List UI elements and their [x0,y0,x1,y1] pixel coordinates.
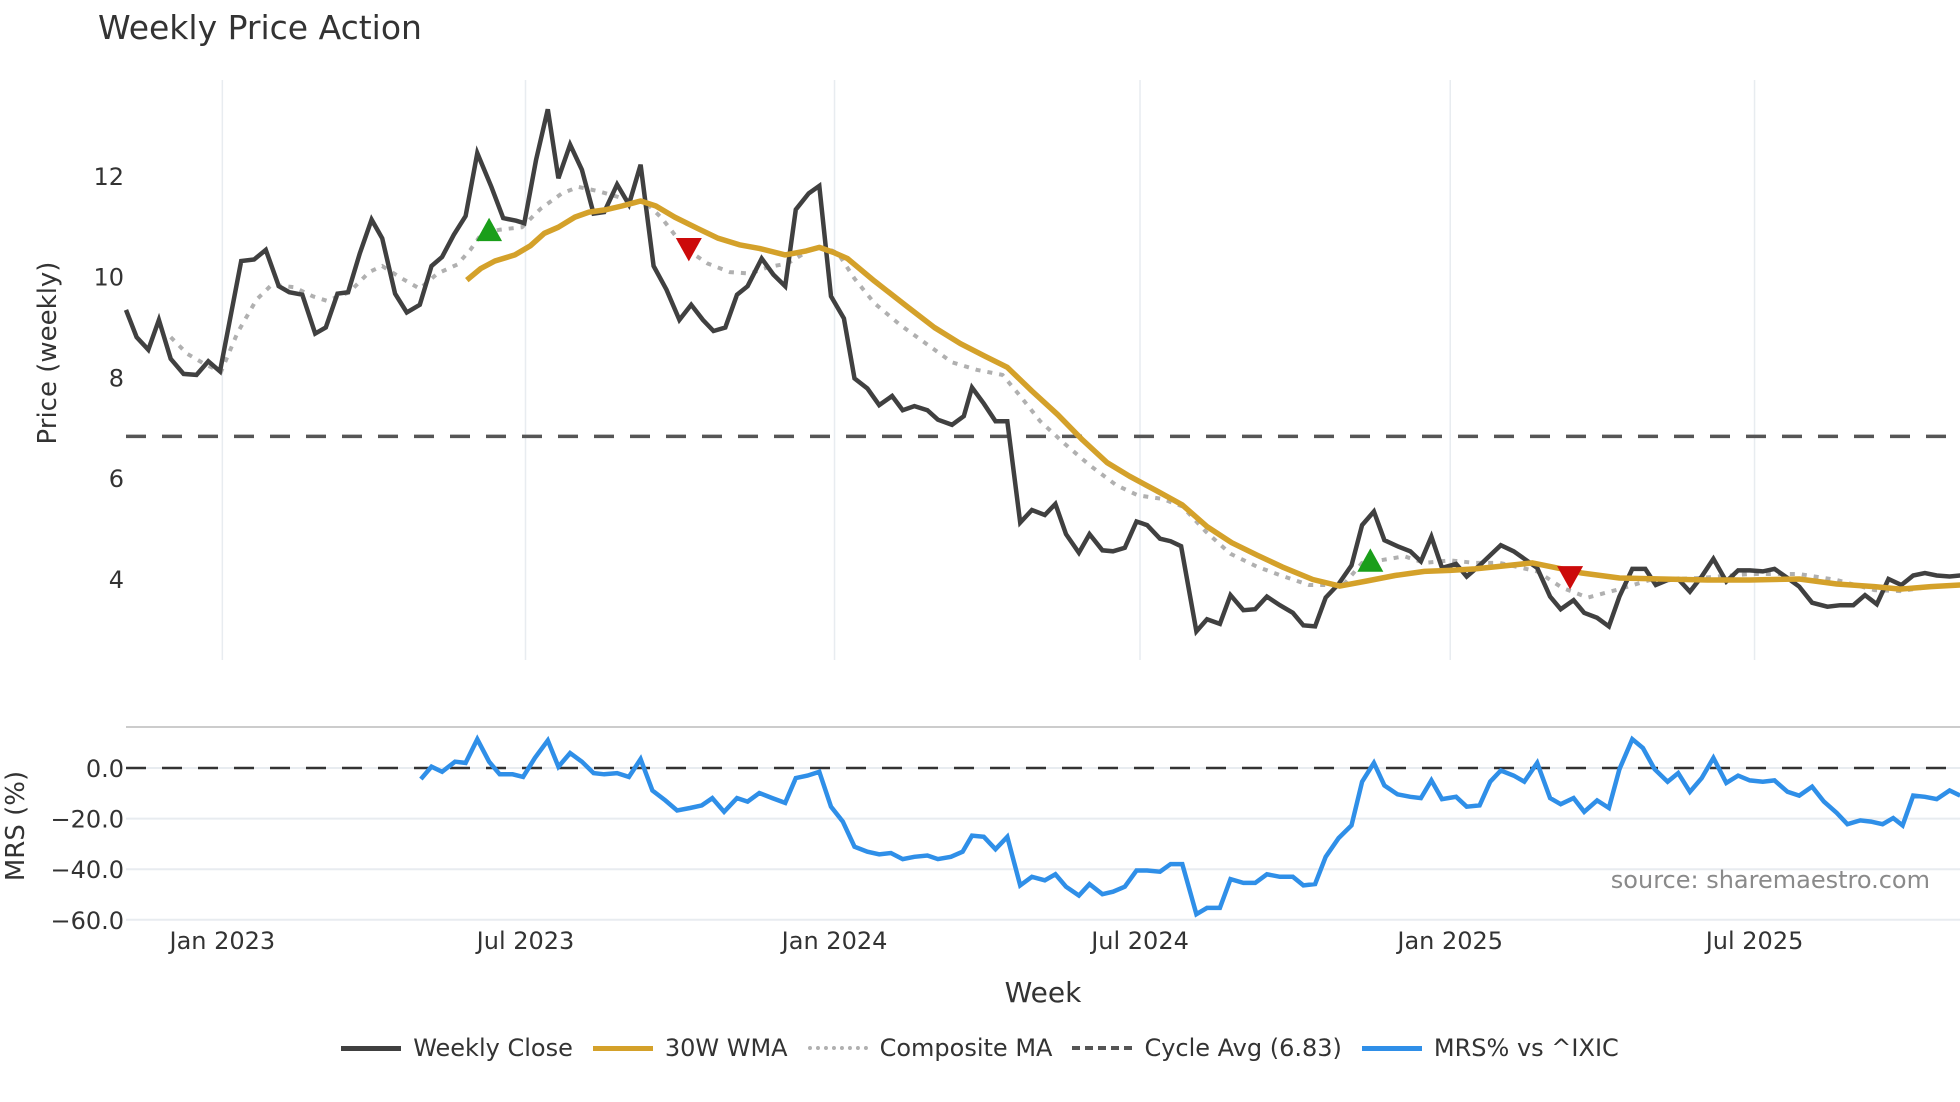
sell-signal-triangle-down-icon [675,237,702,262]
price-y-tick-label: 6 [109,465,124,493]
cycle-avg-dashed-icon [1072,1046,1133,1050]
legend-label: Cycle Avg (6.83) [1144,1034,1342,1062]
mrs-axis-label: MRS (%) [1,771,31,881]
legend-item-30w-wma[interactable]: 30W WMA [592,1034,788,1062]
price-y-tick-label: 8 [109,364,124,392]
legend-label: 30W WMA [664,1034,788,1062]
price-axis-label: Price (weekly) [33,262,63,445]
legend: Weekly Close 30W WMA Composite MA Cycle … [0,1034,1960,1062]
x-axis-label: Week [1005,976,1082,1009]
legend-item-composite-ma[interactable]: Composite MA [807,1034,1053,1062]
x-tick-label: Jul 2024 [1089,927,1189,955]
x-axis-ticks: Jan 2023 Jul 2023 Jan 2024 Jul 2024 Jan 2025… [167,927,1803,955]
weekly-close-line [123,108,1960,637]
legend-label: Weekly Close [413,1034,573,1062]
mrs-y-tick-label: −40.0 [50,856,124,884]
x-tick-label: Jul 2023 [475,927,575,955]
sell-signal-triangle-down-icon [1557,566,1584,590]
x-tick-label: Jan 2024 [780,927,888,955]
legend-label: Composite MA [879,1034,1053,1062]
price-y-tick-label: 12 [93,163,124,191]
legend-item-mrs[interactable]: MRS% vs ^IXIC [1361,1034,1619,1062]
wma-line-icon [592,1045,653,1051]
x-tick-label: Jul 2025 [1704,927,1804,955]
buy-signal-triangle-up-icon [476,217,503,242]
mrs-y-tick-label: −20.0 [50,806,124,834]
legend-item-cycle-avg[interactable]: Cycle Avg (6.83) [1072,1034,1342,1062]
legend-label: MRS% vs ^IXIC [1433,1034,1619,1062]
composite-ma-dotted-icon [807,1046,868,1050]
price-y-tick-label: 4 [109,566,124,594]
source-attribution: source: sharemaestro.com [1610,866,1930,894]
mrs-y-tick-label: −60.0 [50,907,124,935]
series-lines [123,108,1960,918]
mrs-y-tick-label: 0.0 [86,755,124,783]
mrs-line-icon [1361,1045,1422,1051]
gridlines [126,80,1960,921]
legend-item-weekly-close[interactable]: Weekly Close [341,1034,573,1062]
y-axis-ticks: 4 6 8 10 12 0.0 −20.0 −40.0 −60.0 [50,163,124,935]
price-y-tick-label: 10 [93,264,124,292]
signal-markers [476,217,1584,590]
weekly-close-line-icon [341,1045,402,1051]
wma-line [465,198,1960,592]
mrs-line [419,734,1960,918]
chart-title: Weekly Price Action [98,8,422,47]
x-tick-label: Jan 2023 [167,927,275,955]
buy-signal-triangle-up-icon [1357,548,1384,572]
reference-lines [126,434,1960,770]
x-tick-label: Jan 2025 [1395,927,1503,955]
